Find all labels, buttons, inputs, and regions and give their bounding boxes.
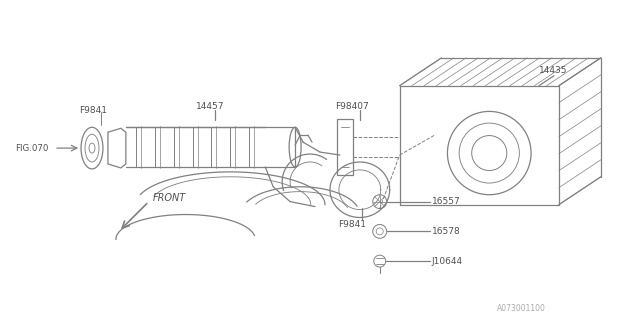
Text: 14435: 14435 (539, 66, 568, 75)
Bar (337, 119, 353, 175)
Text: FIG.070: FIG.070 (15, 144, 49, 153)
Text: J10644: J10644 (431, 257, 463, 266)
Text: 16578: 16578 (431, 227, 460, 236)
Text: 14457: 14457 (196, 102, 224, 111)
Text: F9841: F9841 (338, 220, 366, 229)
Text: A073001100: A073001100 (497, 304, 546, 313)
Text: 16557: 16557 (431, 197, 460, 206)
Text: F9841: F9841 (79, 106, 107, 115)
Text: FRONT: FRONT (153, 193, 186, 203)
Text: F98407: F98407 (335, 102, 369, 111)
